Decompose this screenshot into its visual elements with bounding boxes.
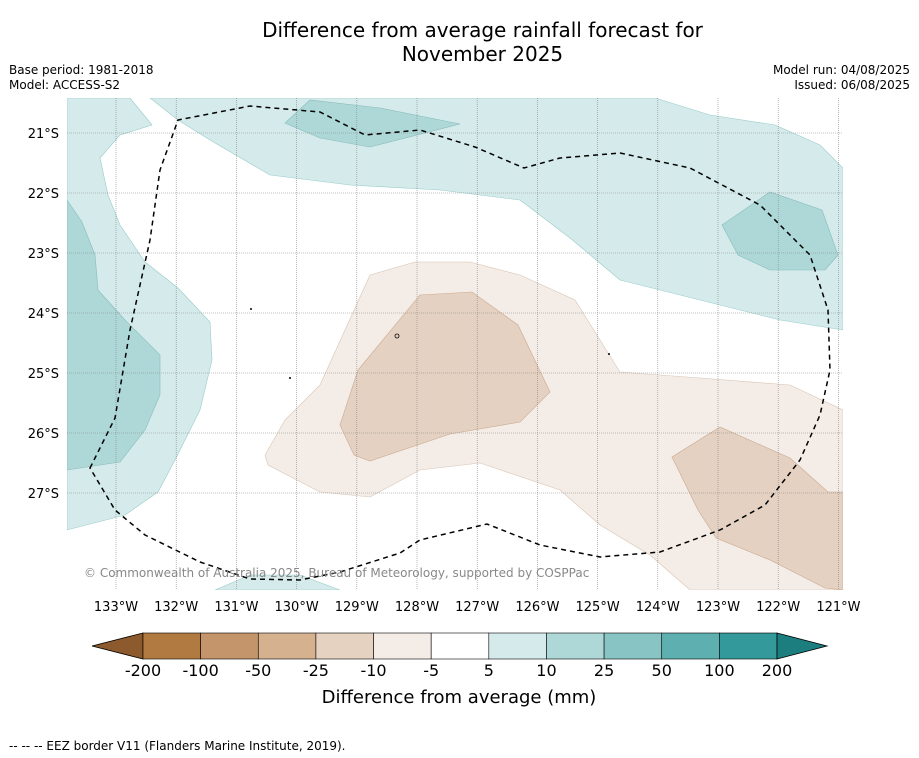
model-run-text: Model run: 04/08/2025: [772, 63, 910, 77]
colorbar-tick-label: 5: [484, 661, 494, 680]
colorbar-swatch: [257, 632, 317, 660]
contour-wet-north: [149, 98, 843, 331]
island-marker: [289, 377, 291, 379]
colorbar-tick-label: -50: [245, 661, 271, 680]
lon-label: 129°W: [335, 600, 379, 615]
colorbar-swatch: [373, 632, 432, 660]
meta-left: Base period: 1981-2018 Model: ACCESS-S2: [9, 63, 154, 93]
title-line-1: Difference from average rainfall forecas…: [262, 18, 703, 42]
lon-label: 124°W: [636, 600, 680, 615]
eez-border: [89, 105, 831, 581]
lon-label: 126°W: [515, 600, 559, 615]
island-marker: [394, 333, 400, 339]
colorbar: [91, 632, 829, 660]
copyright-text: © Commonwealth of Australia 2025, Bureau…: [84, 566, 589, 580]
latitude-labels: 21°S 22°S 23°S 24°S 25°S 26°S 27°S: [28, 127, 59, 502]
model-text: Model: ACCESS-S2: [9, 78, 121, 92]
lat-label: 23°S: [28, 247, 59, 262]
lon-label: 121°W: [816, 600, 860, 615]
lat-label: 25°S: [28, 367, 59, 382]
lon-label: 130°W: [275, 600, 319, 615]
colorbar-tick-label: 200: [762, 661, 793, 680]
colorbar-tick-label: -100: [182, 661, 218, 680]
contour-wet-west-core: [67, 199, 161, 471]
colorbar-tick-label: 25: [594, 661, 614, 680]
colorbar-swatch: [315, 632, 374, 660]
rainfall-contours: [67, 98, 843, 590]
colorbar-tick-labels: -200 -100 -50 -25 -10 -5 5 10 25 50 100 200: [125, 661, 792, 680]
lat-label: 22°S: [28, 187, 59, 202]
issued-text: Issued: 06/08/2025: [794, 78, 910, 92]
lon-label: 127°W: [455, 600, 499, 615]
colorbar-swatch: [661, 632, 720, 660]
title-line-2: November 2025: [401, 42, 564, 66]
lat-label: 24°S: [28, 307, 59, 322]
lon-label: 133°W: [94, 600, 138, 615]
colorbar-tick-label: 10: [536, 661, 556, 680]
contour-dry-southeast: [671, 426, 843, 590]
colorbar-swatch: [142, 632, 201, 660]
colorbar-tick-label: 100: [704, 661, 735, 680]
colorbar-swatch: [719, 632, 778, 660]
lon-label: 132°W: [154, 600, 198, 615]
lat-label: 27°S: [28, 487, 59, 502]
chart-title: Difference from average rainfall forecas…: [0, 18, 919, 66]
lon-label: 128°W: [395, 600, 439, 615]
lon-label: 123°W: [696, 600, 740, 615]
colorbar-tick-label: -5: [423, 661, 439, 680]
contour-wet-north-core: [284, 99, 461, 148]
longitude-labels: 133°W 132°W 131°W 130°W 129°W 128°W 127°W 126°W…: [94, 600, 861, 615]
island-markers: [250, 308, 610, 379]
meta-right: Model run: 04/08/2025 Issued: 06/08/2025: [773, 63, 910, 93]
lon-label: 122°W: [756, 600, 800, 615]
colorbar-tick-label: -25: [303, 661, 329, 680]
lat-label: 21°S: [28, 127, 59, 142]
lat-label: 26°S: [28, 427, 59, 442]
base-period-text: Base period: 1981-2018: [9, 63, 154, 77]
lon-label: 131°W: [214, 600, 258, 615]
contour-wet-east-core: [721, 191, 839, 271]
island-marker: [608, 353, 610, 355]
colorbar-tick-label: -10: [360, 661, 386, 680]
lon-label: 125°W: [576, 600, 620, 615]
colorbar-swatch: [200, 632, 259, 660]
colorbar-tick-label: 50: [652, 661, 672, 680]
colorbar-swatch: [430, 632, 490, 660]
island-marker: [250, 308, 252, 310]
eez-footer-note: -- -- -- EEZ border V11 (Flanders Marine…: [9, 739, 346, 753]
map-gridlines: [67, 98, 843, 590]
colorbar-extend-low: [91, 632, 144, 660]
colorbar-swatch: [488, 632, 547, 660]
colorbar-title: Difference from average (mm): [322, 687, 597, 708]
colorbar-tick-label: -200: [125, 661, 161, 680]
colorbar-swatch: [546, 632, 605, 660]
colorbar-swatch: [603, 632, 663, 660]
colorbar-extend-high: [776, 632, 829, 660]
contour-dry-inner: [339, 291, 551, 462]
